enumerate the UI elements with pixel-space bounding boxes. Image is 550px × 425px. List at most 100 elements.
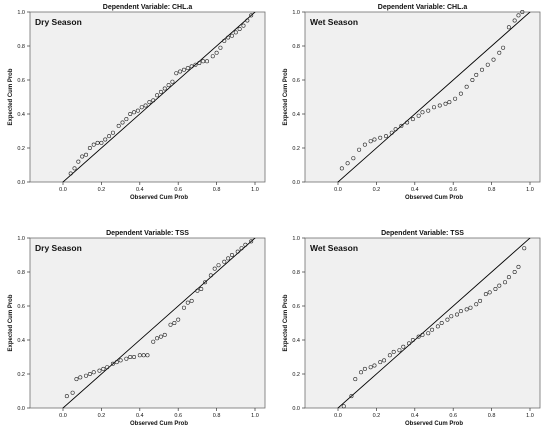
data-point <box>128 354 133 359</box>
data-point <box>483 292 488 297</box>
data-point <box>416 334 421 339</box>
y-tick-label: 0.4 <box>17 338 25 344</box>
y-tick-label: 0.2 <box>17 372 25 378</box>
data-point <box>241 23 246 28</box>
data-point <box>189 298 194 303</box>
data-point <box>116 123 121 128</box>
y-tick-label: 1.0 <box>17 10 25 16</box>
data-point <box>393 127 398 132</box>
y-axis-label: Expected Cum Prob <box>283 68 289 125</box>
data-point <box>168 322 173 327</box>
data-point <box>449 314 454 319</box>
data-point <box>218 45 223 50</box>
data-point <box>101 366 106 371</box>
data-point <box>497 50 502 55</box>
data-point <box>197 60 202 65</box>
data-point <box>516 264 521 269</box>
data-point <box>110 130 115 135</box>
data-point <box>87 371 92 376</box>
y-tick-label: 0.8 <box>292 270 300 276</box>
data-point <box>506 25 511 30</box>
data-point <box>176 317 181 322</box>
data-point <box>145 353 150 358</box>
data-point <box>91 142 96 147</box>
data-point <box>205 59 210 64</box>
y-tick-label: 0.6 <box>292 304 300 310</box>
x-tick-label: 0.6 <box>174 413 182 419</box>
data-point <box>410 117 415 122</box>
chart-title: Dependent Variable: CHL.a <box>103 4 193 11</box>
y-tick-label: 0.0 <box>17 180 25 186</box>
x-tick-label: 1.0 <box>526 187 534 193</box>
x-axis-label: Observed Cum Prob <box>130 195 188 201</box>
data-point <box>478 298 483 303</box>
reference-line <box>62 238 256 408</box>
data-point <box>455 312 460 317</box>
data-point <box>372 363 377 368</box>
data-point <box>351 156 356 161</box>
x-tick-label: 0.6 <box>449 187 457 193</box>
data-point <box>226 35 231 40</box>
data-point <box>68 171 73 176</box>
data-point <box>147 100 152 105</box>
data-point <box>114 360 119 365</box>
data-point <box>158 334 163 339</box>
data-point <box>503 280 508 285</box>
x-axis-label: Observed Cum Prob <box>405 195 463 201</box>
pp-plot-panel-3: Dependent Variable: TSS Dry Season 0.0 0.2 0… <box>8 230 266 425</box>
x-axis-label: Observed Cum Prob <box>130 421 188 425</box>
data-point <box>110 361 115 366</box>
season-label: Dry Season <box>35 243 82 253</box>
x-tick-label: 0.2 <box>373 413 381 419</box>
plot-area <box>29 237 266 409</box>
x-tick-label: 0.0 <box>334 187 342 193</box>
data-point <box>199 286 204 291</box>
x-tick-label: 1.0 <box>251 413 259 419</box>
data-point <box>143 103 148 108</box>
data-point <box>357 147 362 152</box>
plot-area <box>304 237 541 409</box>
data-point <box>120 120 125 125</box>
y-tick-label: 0.2 <box>17 146 25 152</box>
pp-plot-panel-1: Dependent Variable: CHL.a Dry Season 0.0 0.… <box>8 4 266 201</box>
data-point <box>426 108 431 113</box>
data-point <box>80 154 85 159</box>
data-point <box>185 66 190 71</box>
data-point <box>435 324 440 329</box>
data-point <box>378 360 383 365</box>
data-point <box>362 142 367 147</box>
data-point <box>105 365 110 370</box>
data-point <box>339 166 344 171</box>
data-point <box>430 327 435 332</box>
data-point <box>132 110 137 115</box>
data-point <box>249 239 254 244</box>
data-point <box>497 283 502 288</box>
x-tick-label: 0.0 <box>334 413 342 419</box>
season-label: Wet Season <box>310 243 358 253</box>
data-point <box>64 394 69 399</box>
data-point <box>493 286 498 291</box>
y-tick-label: 1.0 <box>17 236 25 242</box>
data-point <box>397 348 402 353</box>
data-point <box>172 320 177 325</box>
data-point <box>74 377 79 382</box>
data-point <box>437 103 442 108</box>
data-point <box>410 337 415 342</box>
data-point <box>158 89 163 94</box>
data-point <box>520 10 525 15</box>
x-tick-label: 0.2 <box>373 187 381 193</box>
data-point <box>97 368 102 373</box>
y-tick-label: 1.0 <box>292 10 300 16</box>
y-tick-label: 0.4 <box>292 338 300 344</box>
data-point <box>464 307 469 312</box>
data-point <box>132 354 137 359</box>
y-axis-label: Expected Cum Prob <box>8 294 14 351</box>
data-point <box>151 98 156 103</box>
data-point <box>203 280 208 285</box>
data-point <box>474 72 479 77</box>
data-point <box>345 161 350 166</box>
x-tick-label: 1.0 <box>251 187 259 193</box>
plot-area <box>304 11 541 183</box>
data-point <box>222 38 227 43</box>
